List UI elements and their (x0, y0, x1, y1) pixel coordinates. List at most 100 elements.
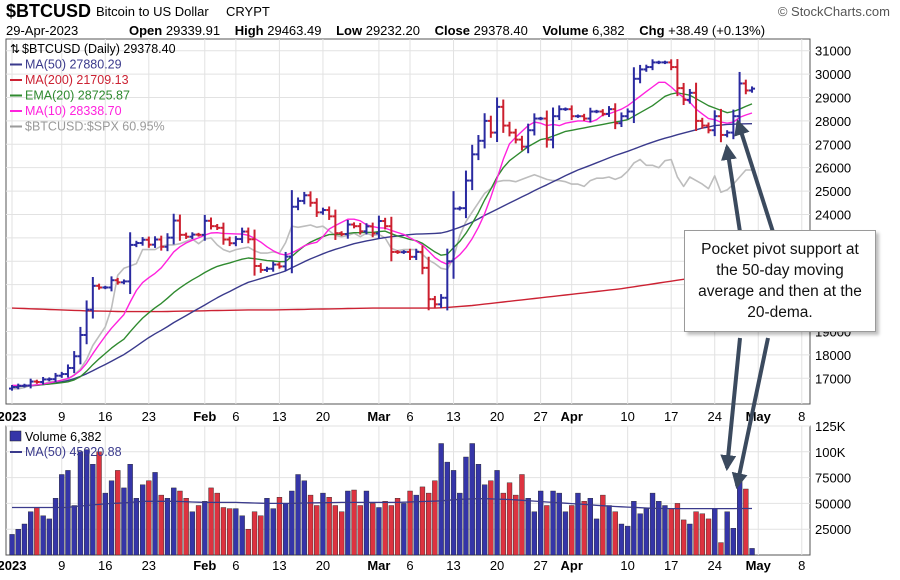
ohlc-bar (332, 209, 339, 240)
ohlc-bar (550, 107, 557, 149)
annotation-arrows (720, 118, 775, 490)
volume-bar (382, 501, 388, 556)
volume-bar (625, 525, 631, 556)
volume-bar (357, 505, 363, 556)
legend-entry: MA(200) 21709.13 (25, 73, 129, 87)
volume-bar (649, 492, 656, 556)
price-y-tick-label: 17000 (815, 371, 851, 386)
ohlc-bar (593, 109, 600, 114)
ohlc-bar (201, 214, 208, 241)
ohlc-bar (288, 190, 295, 274)
volume-bar (419, 486, 426, 556)
ohlc-bar (89, 276, 96, 319)
ohlc-bar (388, 216, 395, 262)
volume-x-tick-label: Mar (367, 558, 390, 573)
price-x-tick-label: 8 (798, 409, 805, 424)
ohlc-bar (326, 206, 333, 220)
volume-x-tick-label: 24 (707, 558, 721, 573)
ohlc-bar (438, 294, 445, 308)
price-y-tick-label: 24000 (815, 207, 851, 222)
ohlc-bar (618, 112, 625, 128)
price-x-tick-label: 20 (490, 409, 504, 424)
ohlc-bar (705, 122, 712, 134)
volume-bar (693, 511, 699, 556)
volume-x-tick-label: 9 (58, 558, 65, 573)
volume-bar (139, 484, 146, 556)
ohlc-bar (195, 232, 202, 237)
volume-bar (177, 490, 183, 556)
ohlc-bar (114, 277, 121, 285)
volume-bar (121, 487, 127, 556)
volume-bar (513, 494, 519, 556)
volume-bar (525, 498, 531, 556)
legend-arrows-icon: ⇅ (10, 42, 20, 56)
volume-bar (394, 498, 401, 556)
ohlc-bar (220, 222, 227, 245)
volume-y-tick-label: 25000 (815, 522, 851, 537)
ohlc-bar (295, 197, 302, 211)
ohlc-bar (456, 206, 463, 211)
ohlc-bar (537, 116, 544, 121)
price-legend: ⇅ $BTCUSD (Daily) 29378.40 MA(50) 27880.29… (10, 42, 176, 134)
ohlc-bar (64, 364, 71, 378)
volume-bar (214, 492, 220, 556)
price-x-tick-label: 6 (406, 409, 413, 424)
change-field: Chg +38.49 (+0.13%) (639, 23, 766, 38)
ohlc-bar (127, 232, 134, 295)
volume-bar (656, 501, 662, 556)
volume-bar (593, 518, 600, 556)
ohlc-bar (394, 250, 401, 254)
ohlc-bar (736, 71, 743, 128)
ohlc-bar (419, 245, 426, 275)
ohlc-bar (183, 232, 190, 239)
ohlc-bar (717, 108, 724, 143)
volume-bar (531, 511, 538, 556)
volume-bar (65, 470, 71, 556)
chart-symbol: $BTCUSD (6, 1, 92, 21)
ohlc-bar (724, 130, 731, 138)
ohlc-bar (344, 219, 351, 239)
volume-bar (40, 515, 46, 556)
volume-pane: 125K 100K 75000 50000 25000 Volume 6,382MA(50… (0, 419, 851, 573)
ohlc-bar (102, 285, 109, 290)
volume-bar (283, 503, 289, 556)
volume-bar (363, 490, 370, 556)
volume-bar (687, 523, 693, 556)
price-y-tick-label: 18000 (815, 348, 851, 363)
ohlc-bar (176, 214, 183, 241)
price-x-tick-label: Mar (367, 409, 390, 424)
ohlc-bar (506, 121, 513, 137)
open-field: Open 29339.91 (129, 23, 221, 38)
spx-ratio-line (12, 158, 752, 390)
ohlc-bar (661, 60, 668, 65)
ohlc-bar (431, 295, 438, 308)
ohlc-bar (226, 236, 233, 247)
legend-entry: MA(50) 27880.29 (25, 58, 122, 72)
brand-watermark: © StockCharts.com (777, 4, 890, 19)
volume-bar (724, 511, 730, 556)
volume-bar (681, 519, 687, 556)
ohlc-bar (189, 232, 196, 240)
volume-bar (301, 480, 307, 556)
price-y-tick-label: 27000 (815, 137, 851, 152)
ohlc-bar (462, 170, 469, 219)
price-y-tick-label: 25000 (815, 184, 851, 199)
volume-bar (506, 482, 513, 556)
volume-x-tick-label: 16 (98, 558, 112, 573)
ohlc-bar (133, 240, 140, 248)
price-x-tick-label: 10 (620, 409, 634, 424)
volume-x-tick-label: 13 (272, 558, 286, 573)
ohlc-bar (469, 144, 476, 191)
volume-x-tick-label: 6 (232, 558, 239, 573)
volume-x-tick-label: 20 (490, 558, 504, 573)
volume-y-tick-label: 100K (815, 445, 846, 460)
volume-bar (34, 507, 40, 556)
ohlc-bar (444, 248, 451, 311)
ohlc-bar (214, 224, 221, 230)
volume-bar (730, 528, 737, 556)
ohlc-bar (307, 191, 314, 207)
ohlc-bar (711, 110, 718, 137)
price-x-tick-label: 17 (664, 409, 678, 424)
volume-bar (208, 487, 214, 556)
